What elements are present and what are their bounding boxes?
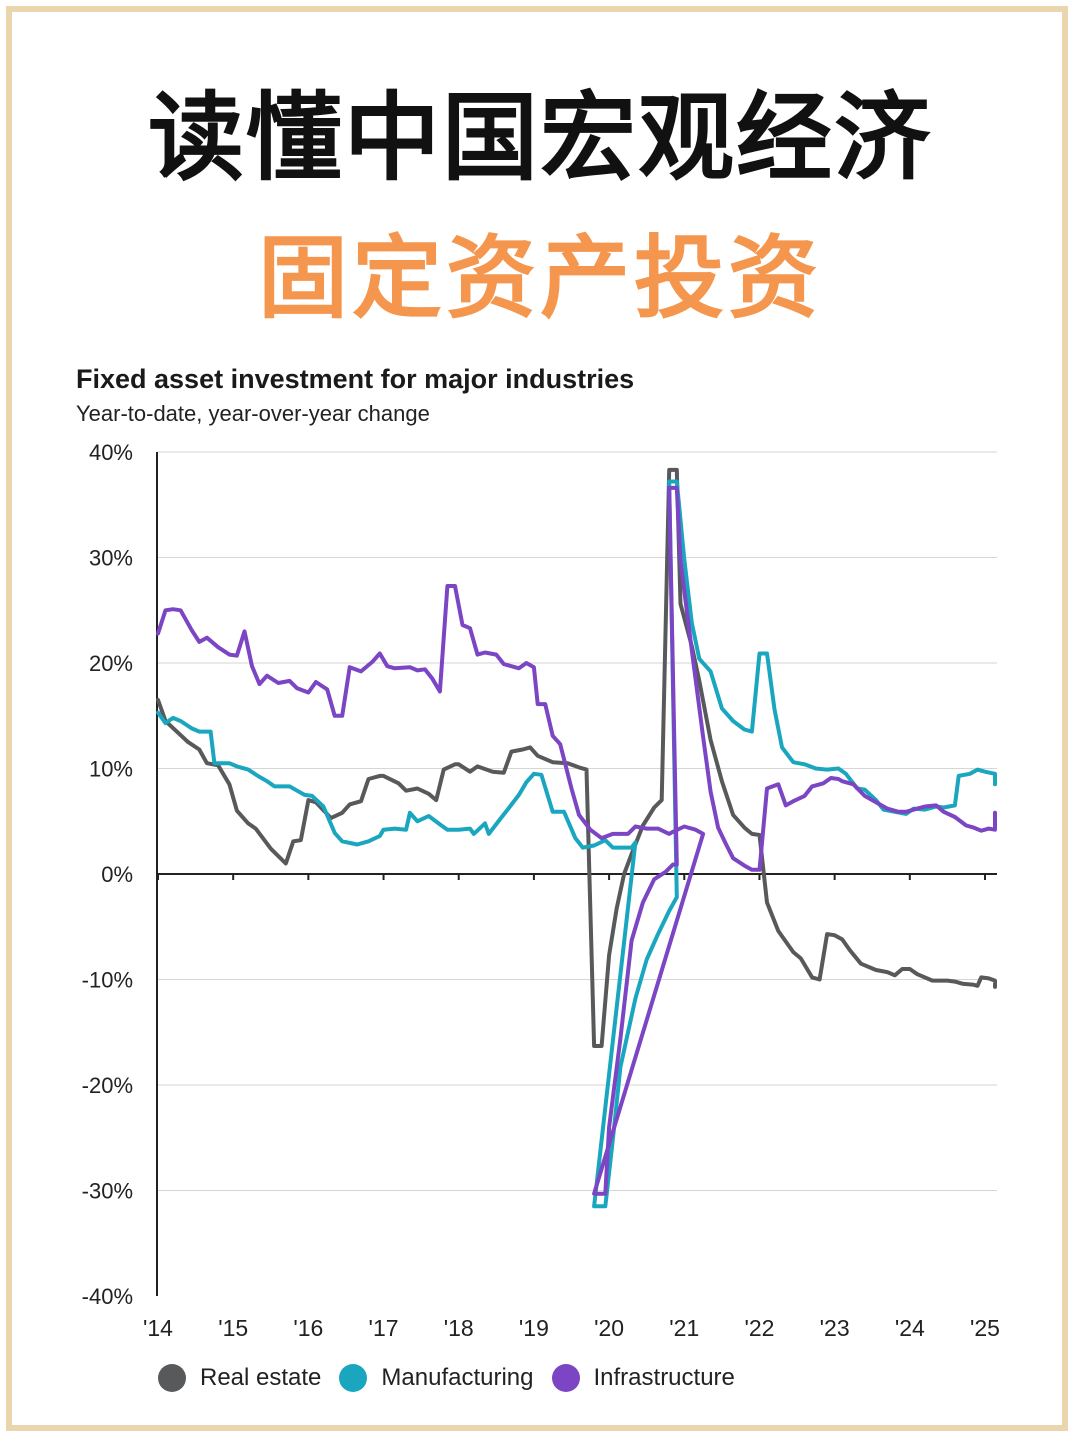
- x-tick-label: '20: [594, 1315, 624, 1341]
- y-tick-label: -10%: [82, 968, 133, 993]
- y-tick-label: 40%: [89, 440, 133, 465]
- page-title: 读懂中国宏观经济: [148, 82, 932, 194]
- page-border: [6, 6, 1068, 1431]
- legend-swatch-manufacturing: [339, 1364, 368, 1392]
- legend-item-manufacturing: Manufacturing: [339, 1364, 534, 1392]
- series-line-infrastructure: [156, 485, 997, 1196]
- legend-label-manufacturing: Manufacturing: [381, 1364, 534, 1391]
- y-tick-label: -30%: [82, 1179, 133, 1204]
- x-tick-label: '24: [895, 1315, 925, 1341]
- legend-label-real-estate: Real estate: [200, 1364, 322, 1391]
- x-tick-label: '17: [369, 1315, 399, 1341]
- y-tick-label: 20%: [89, 651, 133, 676]
- y-tick-label: 10%: [89, 757, 133, 782]
- y-tick-label: -40%: [82, 1284, 133, 1309]
- x-tick-label: '15: [218, 1315, 248, 1341]
- y-tick-label: 30%: [89, 546, 133, 571]
- chart-legend: Real estate Manufacturing Infrastructure: [158, 1364, 753, 1392]
- legend-item-real-estate: Real estate: [158, 1364, 321, 1392]
- x-tick-label: '21: [669, 1315, 699, 1341]
- page-subtitle: 固定资产投资: [258, 226, 822, 331]
- y-tick-label: -20%: [82, 1073, 133, 1098]
- x-tick-label: '18: [444, 1315, 474, 1341]
- legend-swatch-real-estate: [158, 1364, 186, 1392]
- chart-subtitle: Year-to-date, year-over-year change: [76, 401, 430, 426]
- x-tick-label: '14: [143, 1315, 173, 1341]
- x-tick-label: '23: [820, 1315, 850, 1341]
- legend-label-infrastructure: Infrastructure: [593, 1364, 735, 1391]
- y-tick-label: 0%: [101, 862, 133, 887]
- x-tick-label: '22: [744, 1315, 774, 1341]
- series-line-real-estate: [156, 467, 997, 1048]
- series-line-manufacturing: [156, 479, 997, 1209]
- legend-swatch-infrastructure: [551, 1364, 580, 1392]
- chart-title: Fixed asset investment for major industr…: [76, 364, 635, 394]
- x-tick-label: '25: [970, 1315, 1000, 1341]
- x-tick-label: '16: [293, 1315, 323, 1341]
- x-tick-label: '19: [519, 1315, 549, 1341]
- legend-item-infrastructure: Infrastructure: [551, 1364, 735, 1392]
